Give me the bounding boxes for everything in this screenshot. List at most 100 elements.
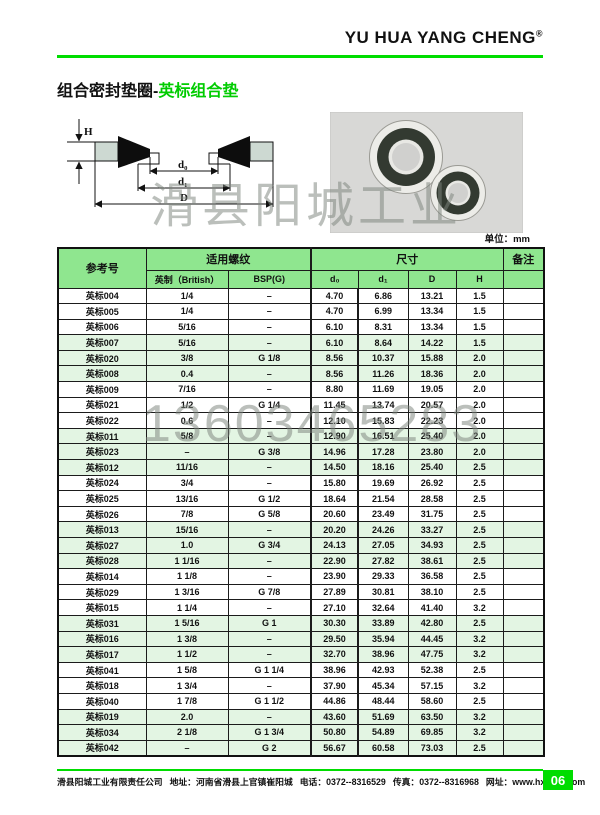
cell-british: – [145,739,229,757]
cell-bsp: G 5/8 [227,505,312,523]
cell-bsp: – [227,287,312,305]
cell-d0: 12.90 [310,427,359,445]
cell-ref: 英标011 [57,427,147,445]
table-row: 英标004 1/4–4.70 6.86 13.21 1.5 [57,287,545,305]
cell-H: 1.5 [455,303,504,320]
table-row: 英标025 13/16 G 1/2 18.64 21.54 28.58 2.5 [57,490,545,507]
cell-H: 3.2 [455,677,504,694]
cell-H: 2.5 [455,490,504,507]
cell-H: 3.2 [455,724,504,741]
cell-H: 1.5 [455,334,504,351]
cell-H: 1.5 [455,287,504,305]
col-header-H: H [455,269,504,289]
table-row: 英标042– G 2 56.67 60.58 73.03 2.5 [57,739,545,757]
cell-D: 13.34 [407,303,457,320]
diagram-label-d1: d₁ [178,176,187,188]
cell-bsp: – [227,521,312,538]
cell-ref: 英标031 [57,614,147,632]
cell-H: 3.2 [455,708,504,726]
cell-d1: 24.26 [357,521,409,538]
cell-H: 2.5 [455,568,504,585]
col-header-remark: 备注 [502,247,545,271]
cell-bsp: – [227,708,312,726]
page-title: 组合密封垫圈-英标组合垫 [57,77,238,101]
cell-british: 0.6 [145,412,229,429]
cell-ref: 英标006 [57,318,147,336]
cell-H: 2.5 [455,661,504,679]
cell-ref: 英标017 [57,646,147,663]
cell-d0: 56.67 [310,739,359,757]
table-row: 英标040 1 7/8 G 1 1/2 44.86 48.44 58.60 2.5 [57,692,545,710]
cell-british: 1 1/2 [145,646,229,663]
cell-remark [502,568,545,585]
table-row: 英标008 0.4–8.56 11.26 18.36 2.0 [57,365,545,383]
cell-ref: 英标012 [57,459,147,476]
cell-bsp: G 1/4 [227,396,312,414]
cell-remark [502,287,545,305]
cell-d0: 20.20 [310,521,359,538]
bonded-seal-small [430,165,486,221]
cell-british: 1/4 [145,303,229,320]
cell-ref: 英标034 [57,724,147,741]
cell-H: 2.0 [455,349,504,367]
cell-H: 2.5 [455,692,504,710]
cell-british: 1 7/8 [145,692,229,710]
table-row: 英标011 5/8–12.90 16.51 25.40 2.0 [57,427,545,445]
table-row: 英标034 2 1/8 G 1 3/4 50.80 54.89 69.85 3.2 [57,724,545,741]
cell-H: 2.5 [455,459,504,476]
cell-ref: 英标019 [57,708,147,726]
table-row: 英标021 1/2 G 1/4 11.45 13.74 20.57 2.0 [57,396,545,414]
cell-ref: 英标026 [57,505,147,523]
cell-D: 57.15 [407,677,457,694]
cell-d0: 22.90 [310,552,359,570]
cell-remark [502,459,545,476]
cell-bsp: – [227,365,312,383]
cell-D: 20.57 [407,396,457,414]
cell-H: 2.5 [455,552,504,570]
cell-ref: 英标028 [57,552,147,570]
cell-d0: 8.56 [310,365,359,383]
col-header-d0: d₀ [310,269,359,289]
cell-ref: 英标025 [57,490,147,507]
cell-remark [502,490,545,507]
cell-d1: 45.34 [357,677,409,694]
cell-british: 1.0 [145,537,229,554]
cell-D: 63.50 [407,708,457,726]
cell-d0: 12.10 [310,412,359,429]
cell-remark [502,692,545,710]
cell-d0: 4.70 [310,303,359,320]
cell-d0: 27.89 [310,583,359,601]
cell-d1: 38.96 [357,646,409,663]
cell-d1: 51.69 [357,708,409,726]
cell-remark [502,583,545,601]
cell-d0: 14.50 [310,459,359,476]
diagram-label-h: H [84,126,93,138]
product-photo [330,112,523,233]
cell-remark [502,349,545,367]
cell-d0: 14.96 [310,443,359,461]
cell-D: 58.60 [407,692,457,710]
cell-d0: 6.10 [310,334,359,351]
cell-d1: 6.86 [357,287,409,305]
cell-H: 2.0 [455,427,504,445]
spec-table: 参考号 适用螺纹 尺寸 备注 英制（British） BSP(G) d₀ d₁ … [57,247,545,757]
cell-D: 22.23 [407,412,457,429]
cell-d0: 30.30 [310,614,359,632]
cell-ref: 英标014 [57,568,147,585]
cell-remark [502,381,545,398]
cell-D: 13.34 [407,318,457,336]
cell-ref: 英标009 [57,381,147,398]
cell-D: 73.03 [407,739,457,757]
cell-D: 14.22 [407,334,457,351]
cell-d1: 27.05 [357,537,409,554]
cell-british: 13/16 [145,490,229,507]
cell-H: 2.0 [455,365,504,383]
footer-green-rule [57,769,543,771]
cell-british: 1 1/4 [145,599,229,616]
metal-washer-section-left [94,141,119,162]
cell-d1: 13.74 [357,396,409,414]
cell-ref: 英标021 [57,396,147,414]
cell-remark [502,646,545,663]
col-header-d1: d₁ [357,269,409,289]
cell-british: 1/2 [145,396,229,414]
